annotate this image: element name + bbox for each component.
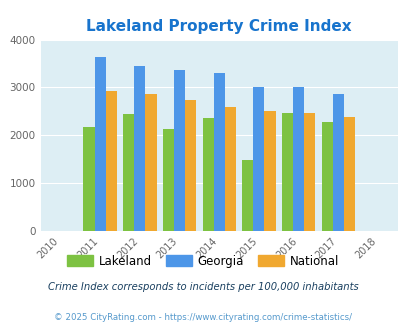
Bar bbox=[253, 87, 264, 231]
Bar bbox=[134, 66, 145, 231]
Bar bbox=[83, 127, 94, 231]
Bar bbox=[174, 70, 185, 231]
Bar bbox=[292, 87, 303, 231]
Text: © 2025 CityRating.com - https://www.cityrating.com/crime-statistics/: © 2025 CityRating.com - https://www.city… bbox=[54, 313, 351, 322]
Bar bbox=[242, 160, 253, 231]
Bar bbox=[202, 118, 213, 231]
Bar bbox=[145, 94, 156, 231]
Bar bbox=[213, 73, 224, 231]
Bar bbox=[162, 129, 174, 231]
Bar bbox=[321, 122, 332, 231]
Text: Crime Index corresponds to incidents per 100,000 inhabitants: Crime Index corresponds to incidents per… bbox=[47, 282, 358, 292]
Bar bbox=[343, 117, 354, 231]
Bar bbox=[303, 113, 315, 231]
Bar bbox=[123, 114, 134, 231]
Title: Lakeland Property Crime Index: Lakeland Property Crime Index bbox=[86, 19, 351, 34]
Bar bbox=[224, 107, 235, 231]
Legend: Lakeland, Georgia, National: Lakeland, Georgia, National bbox=[62, 250, 343, 273]
Bar bbox=[264, 111, 275, 231]
Bar bbox=[105, 91, 117, 231]
Bar bbox=[281, 113, 292, 231]
Bar bbox=[332, 94, 343, 231]
Bar bbox=[94, 57, 105, 231]
Bar bbox=[185, 100, 196, 231]
